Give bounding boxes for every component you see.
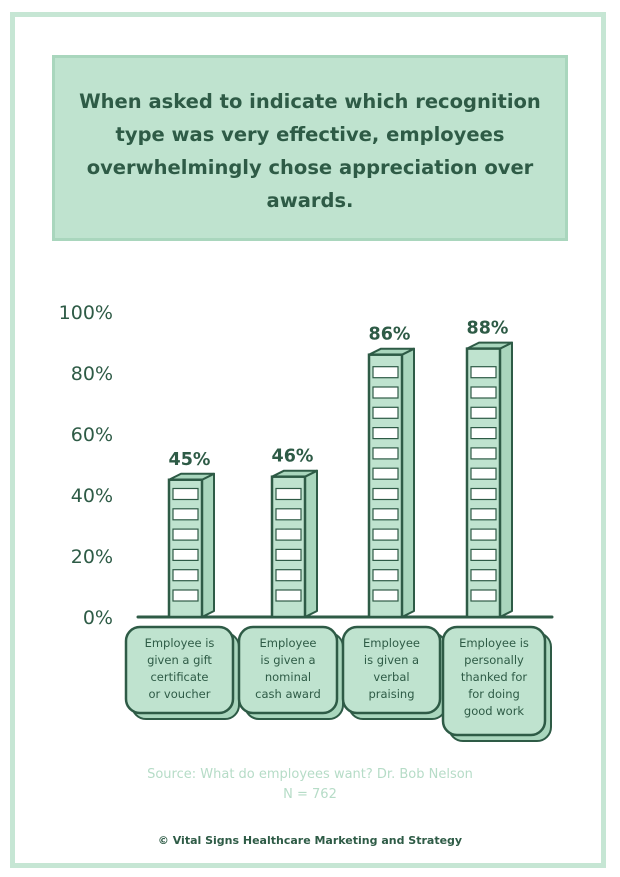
category-label-1: Employee is given a gift certificate or vou… <box>124 625 240 720</box>
category-label-2: Employee is given a nominal cash award <box>237 625 344 720</box>
bar-stripe <box>470 467 497 480</box>
bar-stripe <box>470 386 497 399</box>
category-label-4: Employee is personally thanked for for doin… <box>441 625 552 742</box>
bar-stripe <box>470 487 497 501</box>
bar-stripe <box>275 548 302 562</box>
label-box <box>124 625 235 715</box>
bar-stripe <box>372 508 399 521</box>
bar-stripe <box>470 447 497 460</box>
bar-stripe <box>172 548 199 562</box>
bar-stripe <box>372 447 399 460</box>
bar-stripe <box>275 569 302 582</box>
bar-stripe <box>470 427 497 440</box>
category-text: Employee is personally thanked for for doin… <box>459 636 529 718</box>
bar-stripe <box>172 528 199 541</box>
bar-stripe <box>470 528 497 541</box>
bar-1: 45% <box>167 450 215 619</box>
bar-stripe <box>470 548 497 562</box>
bar-side <box>201 472 215 618</box>
bar-stripe <box>372 427 399 440</box>
category-text: Employee is given a verbal praising <box>363 636 420 701</box>
data-label: 88% <box>467 319 509 339</box>
bar-stripe <box>372 386 399 399</box>
bar-stripe <box>372 548 399 562</box>
bar-stripe <box>372 487 399 501</box>
bar-stripe <box>275 487 302 501</box>
bar-stripe <box>372 366 399 379</box>
bar-4: 88% <box>465 319 513 619</box>
bar-3: 86% <box>367 325 415 619</box>
bar-stripe <box>172 508 199 521</box>
source-note: Source: What do employees want? Dr. Bob … <box>0 765 620 805</box>
page-frame <box>10 12 606 868</box>
y-tick-label: 40% <box>71 485 113 507</box>
title-banner: When asked to indicate which recognition… <box>52 55 568 241</box>
bar-stripe <box>172 487 199 501</box>
bar-stripe <box>275 508 302 521</box>
bar-side <box>499 341 513 618</box>
category-text: Employee is given a gift certificate or vou… <box>145 636 215 701</box>
bar-stripe <box>275 528 302 541</box>
bar-stripe <box>470 589 497 602</box>
y-tick-label: 0% <box>83 607 113 629</box>
bar-stripe <box>172 569 199 582</box>
y-tick-label: 100% <box>59 302 113 324</box>
bar-stripe <box>372 406 399 419</box>
bar-stripe <box>470 569 497 582</box>
bar-stripe <box>172 589 199 602</box>
bar-stripe <box>372 589 399 602</box>
category-label-3: Employee is given a verbal praising <box>341 625 447 720</box>
data-label: 86% <box>369 325 411 345</box>
bar-stripe <box>372 528 399 541</box>
data-label: 46% <box>272 447 314 467</box>
y-tick-label: 20% <box>71 546 113 568</box>
label-box <box>441 625 547 737</box>
category-text: Employee is given a nominal cash award <box>255 636 321 701</box>
bar-stripe <box>275 589 302 602</box>
bar-stripe <box>372 467 399 480</box>
source-text: Source: What do employees want? Dr. Bob … <box>147 767 473 782</box>
copyright-text: © Vital Signs Healthcare Marketing and S… <box>157 834 463 847</box>
bar-side <box>304 469 318 618</box>
y-tick-label: 60% <box>71 424 113 446</box>
label-box <box>341 625 442 715</box>
y-tick-label: 80% <box>71 363 113 385</box>
sample-size: N = 762 <box>283 787 337 802</box>
bar-stripe <box>372 569 399 582</box>
label-box <box>237 625 339 715</box>
bar-side <box>401 347 415 618</box>
bar-stripe <box>470 508 497 521</box>
bar-2: 46% <box>270 447 318 619</box>
data-label: 45% <box>169 450 211 470</box>
bar-stripe <box>470 366 497 379</box>
bar-stripe <box>470 406 497 419</box>
chart-title: When asked to indicate which recognition… <box>79 90 541 212</box>
